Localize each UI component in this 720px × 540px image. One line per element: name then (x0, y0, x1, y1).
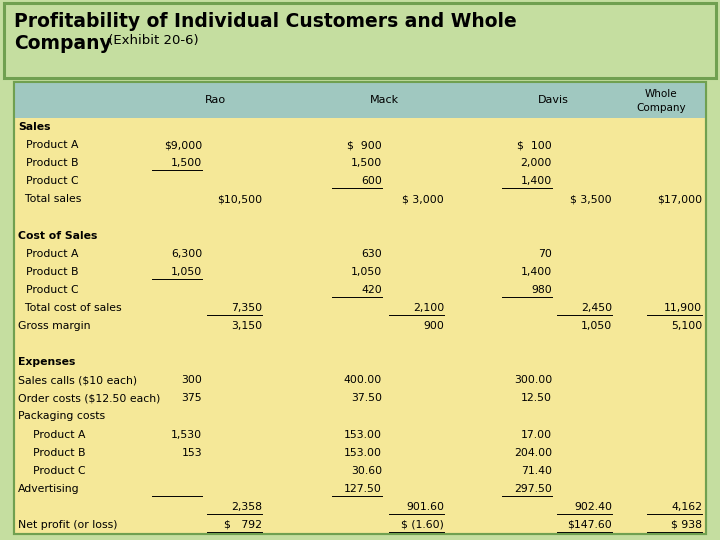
Text: 2,000: 2,000 (521, 158, 552, 168)
Text: Davis: Davis (538, 95, 568, 105)
Text: $10,500: $10,500 (217, 194, 262, 205)
Text: Gross margin: Gross margin (18, 321, 91, 331)
Text: 2,450: 2,450 (581, 303, 612, 313)
Text: $17,000: $17,000 (657, 194, 702, 205)
Text: $  900: $ 900 (347, 140, 382, 150)
Text: Product C: Product C (26, 465, 86, 476)
Text: Product A: Product A (26, 248, 78, 259)
Text: $ (1.60): $ (1.60) (401, 520, 444, 530)
Text: 12.50: 12.50 (521, 393, 552, 403)
Text: 1,400: 1,400 (521, 267, 552, 276)
Bar (14, 82, 706, 534)
Text: 153.00: 153.00 (344, 429, 382, 440)
Text: 900: 900 (423, 321, 444, 331)
Text: 30.60: 30.60 (351, 465, 382, 476)
Text: $   792: $ 792 (224, 520, 262, 530)
Text: 901.60: 901.60 (406, 502, 444, 512)
Bar (4, 3, 716, 78)
Text: $ 3,500: $ 3,500 (570, 194, 612, 205)
Text: Product A: Product A (26, 429, 86, 440)
Text: 2,100: 2,100 (413, 303, 444, 313)
Text: Net profit (or loss): Net profit (or loss) (18, 520, 117, 530)
Text: Whole: Whole (644, 89, 678, 98)
Text: 902.40: 902.40 (574, 502, 612, 512)
Text: 1,050: 1,050 (171, 267, 202, 276)
Text: 1,050: 1,050 (581, 321, 612, 331)
Text: 6,300: 6,300 (171, 248, 202, 259)
Text: 1,530: 1,530 (171, 429, 202, 440)
Text: $ 938: $ 938 (671, 520, 702, 530)
Text: 11,900: 11,900 (664, 303, 702, 313)
Text: Product B: Product B (26, 448, 86, 457)
Text: 7,350: 7,350 (231, 303, 262, 313)
Text: Sales calls ($10 each): Sales calls ($10 each) (18, 375, 137, 385)
Text: 17.00: 17.00 (521, 429, 552, 440)
Text: Cost of Sales: Cost of Sales (18, 231, 97, 240)
Text: Order costs ($12.50 each): Order costs ($12.50 each) (18, 393, 161, 403)
Text: Product B: Product B (26, 267, 78, 276)
Text: 600: 600 (361, 176, 382, 186)
Text: 1,050: 1,050 (351, 267, 382, 276)
Text: Total sales: Total sales (18, 194, 81, 205)
Text: 37.50: 37.50 (351, 393, 382, 403)
Text: $9,000: $9,000 (163, 140, 202, 150)
Text: 400.00: 400.00 (343, 375, 382, 385)
Text: 1,400: 1,400 (521, 176, 552, 186)
Text: 300.00: 300.00 (514, 375, 552, 385)
Text: 127.50: 127.50 (344, 484, 382, 494)
Text: Product A: Product A (26, 140, 78, 150)
Bar (14, 82, 706, 118)
Text: (Exhibit 20-6): (Exhibit 20-6) (104, 34, 199, 47)
Text: Packaging costs: Packaging costs (18, 411, 105, 421)
Text: Expenses: Expenses (18, 357, 76, 367)
Text: Product C: Product C (26, 176, 78, 186)
Text: Company: Company (636, 103, 686, 113)
Text: 71.40: 71.40 (521, 465, 552, 476)
Text: 153.00: 153.00 (344, 448, 382, 457)
Text: 980: 980 (531, 285, 552, 295)
Text: $  100: $ 100 (517, 140, 552, 150)
Text: 204.00: 204.00 (514, 448, 552, 457)
Text: 297.50: 297.50 (514, 484, 552, 494)
Text: Total cost of sales: Total cost of sales (18, 303, 122, 313)
Text: 5,100: 5,100 (671, 321, 702, 331)
Text: 70: 70 (538, 248, 552, 259)
Text: 630: 630 (361, 248, 382, 259)
Text: $ 3,000: $ 3,000 (402, 194, 444, 205)
Text: 1,500: 1,500 (351, 158, 382, 168)
Text: 2,358: 2,358 (231, 502, 262, 512)
Text: Rao: Rao (205, 95, 226, 105)
Text: Company: Company (14, 34, 112, 53)
Text: Sales: Sales (18, 122, 50, 132)
Bar (14, 82, 706, 534)
Text: 1,500: 1,500 (171, 158, 202, 168)
Text: Mack: Mack (369, 95, 399, 105)
Text: 3,150: 3,150 (231, 321, 262, 331)
Text: $147.60: $147.60 (567, 520, 612, 530)
Text: 420: 420 (361, 285, 382, 295)
Text: 153: 153 (181, 448, 202, 457)
Text: 4,162: 4,162 (671, 502, 702, 512)
Text: Profitability of Individual Customers and Whole: Profitability of Individual Customers an… (14, 12, 517, 31)
Text: 375: 375 (181, 393, 202, 403)
Text: 300: 300 (181, 375, 202, 385)
Text: Advertising: Advertising (18, 484, 80, 494)
Text: Product C: Product C (26, 285, 78, 295)
Text: Product B: Product B (26, 158, 78, 168)
